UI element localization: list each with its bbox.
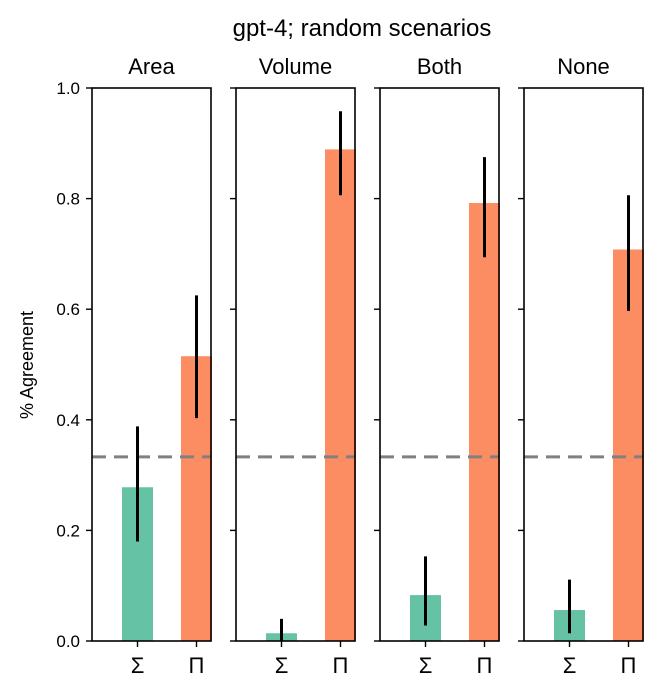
y-tick-label: 0.4 xyxy=(56,411,80,430)
x-tick-label-pi: Π xyxy=(621,653,637,678)
bar-both-pi xyxy=(469,203,500,642)
y-tick-label: 0.6 xyxy=(56,300,80,319)
y-tick-label: 1.0 xyxy=(56,79,80,98)
x-tick-label-sigma: Σ xyxy=(131,653,145,678)
x-tick-label-pi: Π xyxy=(333,653,349,678)
panel-title-none: None xyxy=(557,54,610,79)
y-tick-label: 0.0 xyxy=(56,632,80,651)
y-tick-label: 0.8 xyxy=(56,190,80,209)
panel-title-area: Area xyxy=(128,54,175,79)
panel-title-both: Both xyxy=(417,54,462,79)
chart-title: gpt-4; random scenarios xyxy=(233,15,492,42)
bar-none-pi xyxy=(613,249,644,641)
panel-frame-none xyxy=(523,87,644,642)
x-tick-label-pi: Π xyxy=(477,653,493,678)
bar-volume-pi xyxy=(325,149,356,641)
x-tick-label-sigma: Σ xyxy=(563,653,577,678)
panel-frame-area xyxy=(91,87,212,642)
panels: Area 0.0 0.2 0.4 0.6 0.8 1.0 Σ Π Volume Σ Π Both Σ Π No… xyxy=(56,54,644,678)
x-tick-label-sigma: Σ xyxy=(275,653,289,678)
y-axis-label: % Agreement xyxy=(17,311,37,419)
x-tick-label-sigma: Σ xyxy=(419,653,433,678)
y-tick-label: 0.2 xyxy=(56,521,80,540)
x-tick-label-pi: Π xyxy=(189,653,205,678)
panel-title-volume: Volume xyxy=(259,54,332,79)
panel-frame-volume xyxy=(235,87,356,642)
panel-frame-both xyxy=(379,87,500,642)
